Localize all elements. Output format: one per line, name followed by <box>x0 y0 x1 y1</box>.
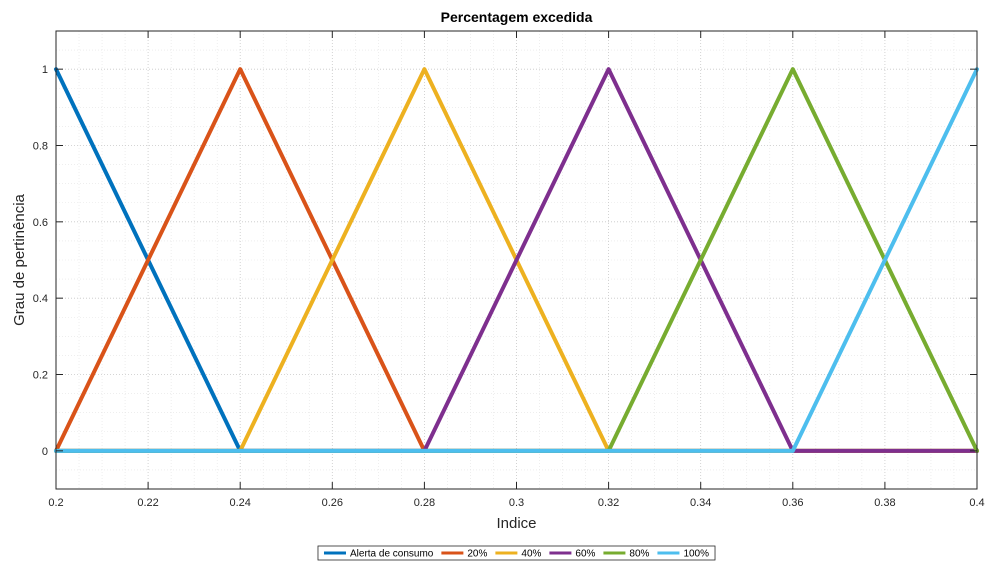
legend-label: 40% <box>521 549 541 560</box>
legend-item: 60% <box>549 549 596 560</box>
legend-item: 40% <box>495 549 542 560</box>
series-line-5 <box>54 67 979 453</box>
x-tick-label: 0.3 <box>509 497 524 509</box>
x-tick-label: 0.34 <box>690 497 711 509</box>
y-tick-label: 0.4 <box>33 293 48 305</box>
y-tick-label: 0.2 <box>33 370 48 382</box>
x-tick-label: 0.36 <box>782 497 803 509</box>
grid <box>55 31 978 489</box>
x-tick-label: 0.24 <box>229 497 250 509</box>
legend-item: 20% <box>441 549 487 560</box>
legend-label: 20% <box>467 549 487 560</box>
legend-label: 100% <box>683 549 709 560</box>
x-tick-label: 0.38 <box>874 497 895 509</box>
legend-item: Alerta de consumo <box>323 549 434 560</box>
legend-item: 80% <box>603 549 650 560</box>
axis-ticks: 0.2 0.22 0.24 0.26 0.28 0.3 0.32 0.34 0.36 0.38 0.… <box>33 31 985 509</box>
legend-item: 100% <box>657 549 709 560</box>
x-tick-label: 0.22 <box>137 497 158 509</box>
x-tick-label: 0.2 <box>48 497 63 509</box>
y-axis-title: Grau de pertinência <box>11 193 28 325</box>
y-tick-label: 0.8 <box>33 141 48 153</box>
series-lines <box>54 67 979 453</box>
legend-label: Alerta de consumo <box>350 549 434 560</box>
x-tick-label: 0.4 <box>969 497 984 509</box>
legend: Alerta de consumo 20% 40% 60% 80% 100% <box>317 545 716 561</box>
legend-label: 80% <box>629 549 649 560</box>
x-axis-title: Indice <box>496 515 536 532</box>
x-tick-label: 0.28 <box>414 497 435 509</box>
y-tick-label: 0.6 <box>33 217 48 229</box>
legend-label: 60% <box>575 549 595 560</box>
y-tick-label: 1 <box>42 64 48 76</box>
x-tick-label: 0.26 <box>322 497 343 509</box>
x-tick-label: 0.32 <box>598 497 619 509</box>
chart-title: Percentagem excedida <box>441 9 593 25</box>
y-tick-label: 0 <box>42 446 48 458</box>
